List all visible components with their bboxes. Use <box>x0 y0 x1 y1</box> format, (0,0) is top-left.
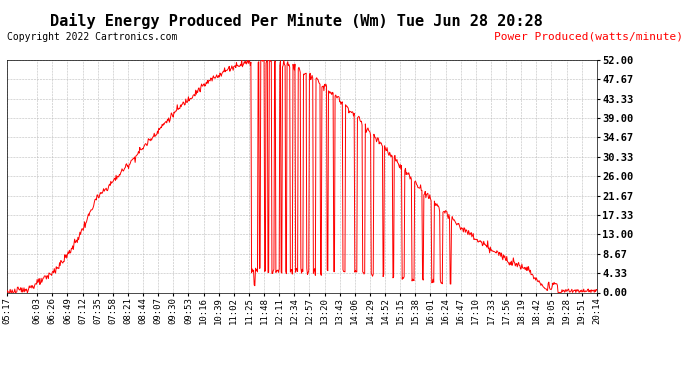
Text: Copyright 2022 Cartronics.com: Copyright 2022 Cartronics.com <box>7 32 177 42</box>
Text: Daily Energy Produced Per Minute (Wm) Tue Jun 28 20:28: Daily Energy Produced Per Minute (Wm) Tu… <box>50 13 543 29</box>
Text: Power Produced(watts/minute): Power Produced(watts/minute) <box>494 32 683 42</box>
